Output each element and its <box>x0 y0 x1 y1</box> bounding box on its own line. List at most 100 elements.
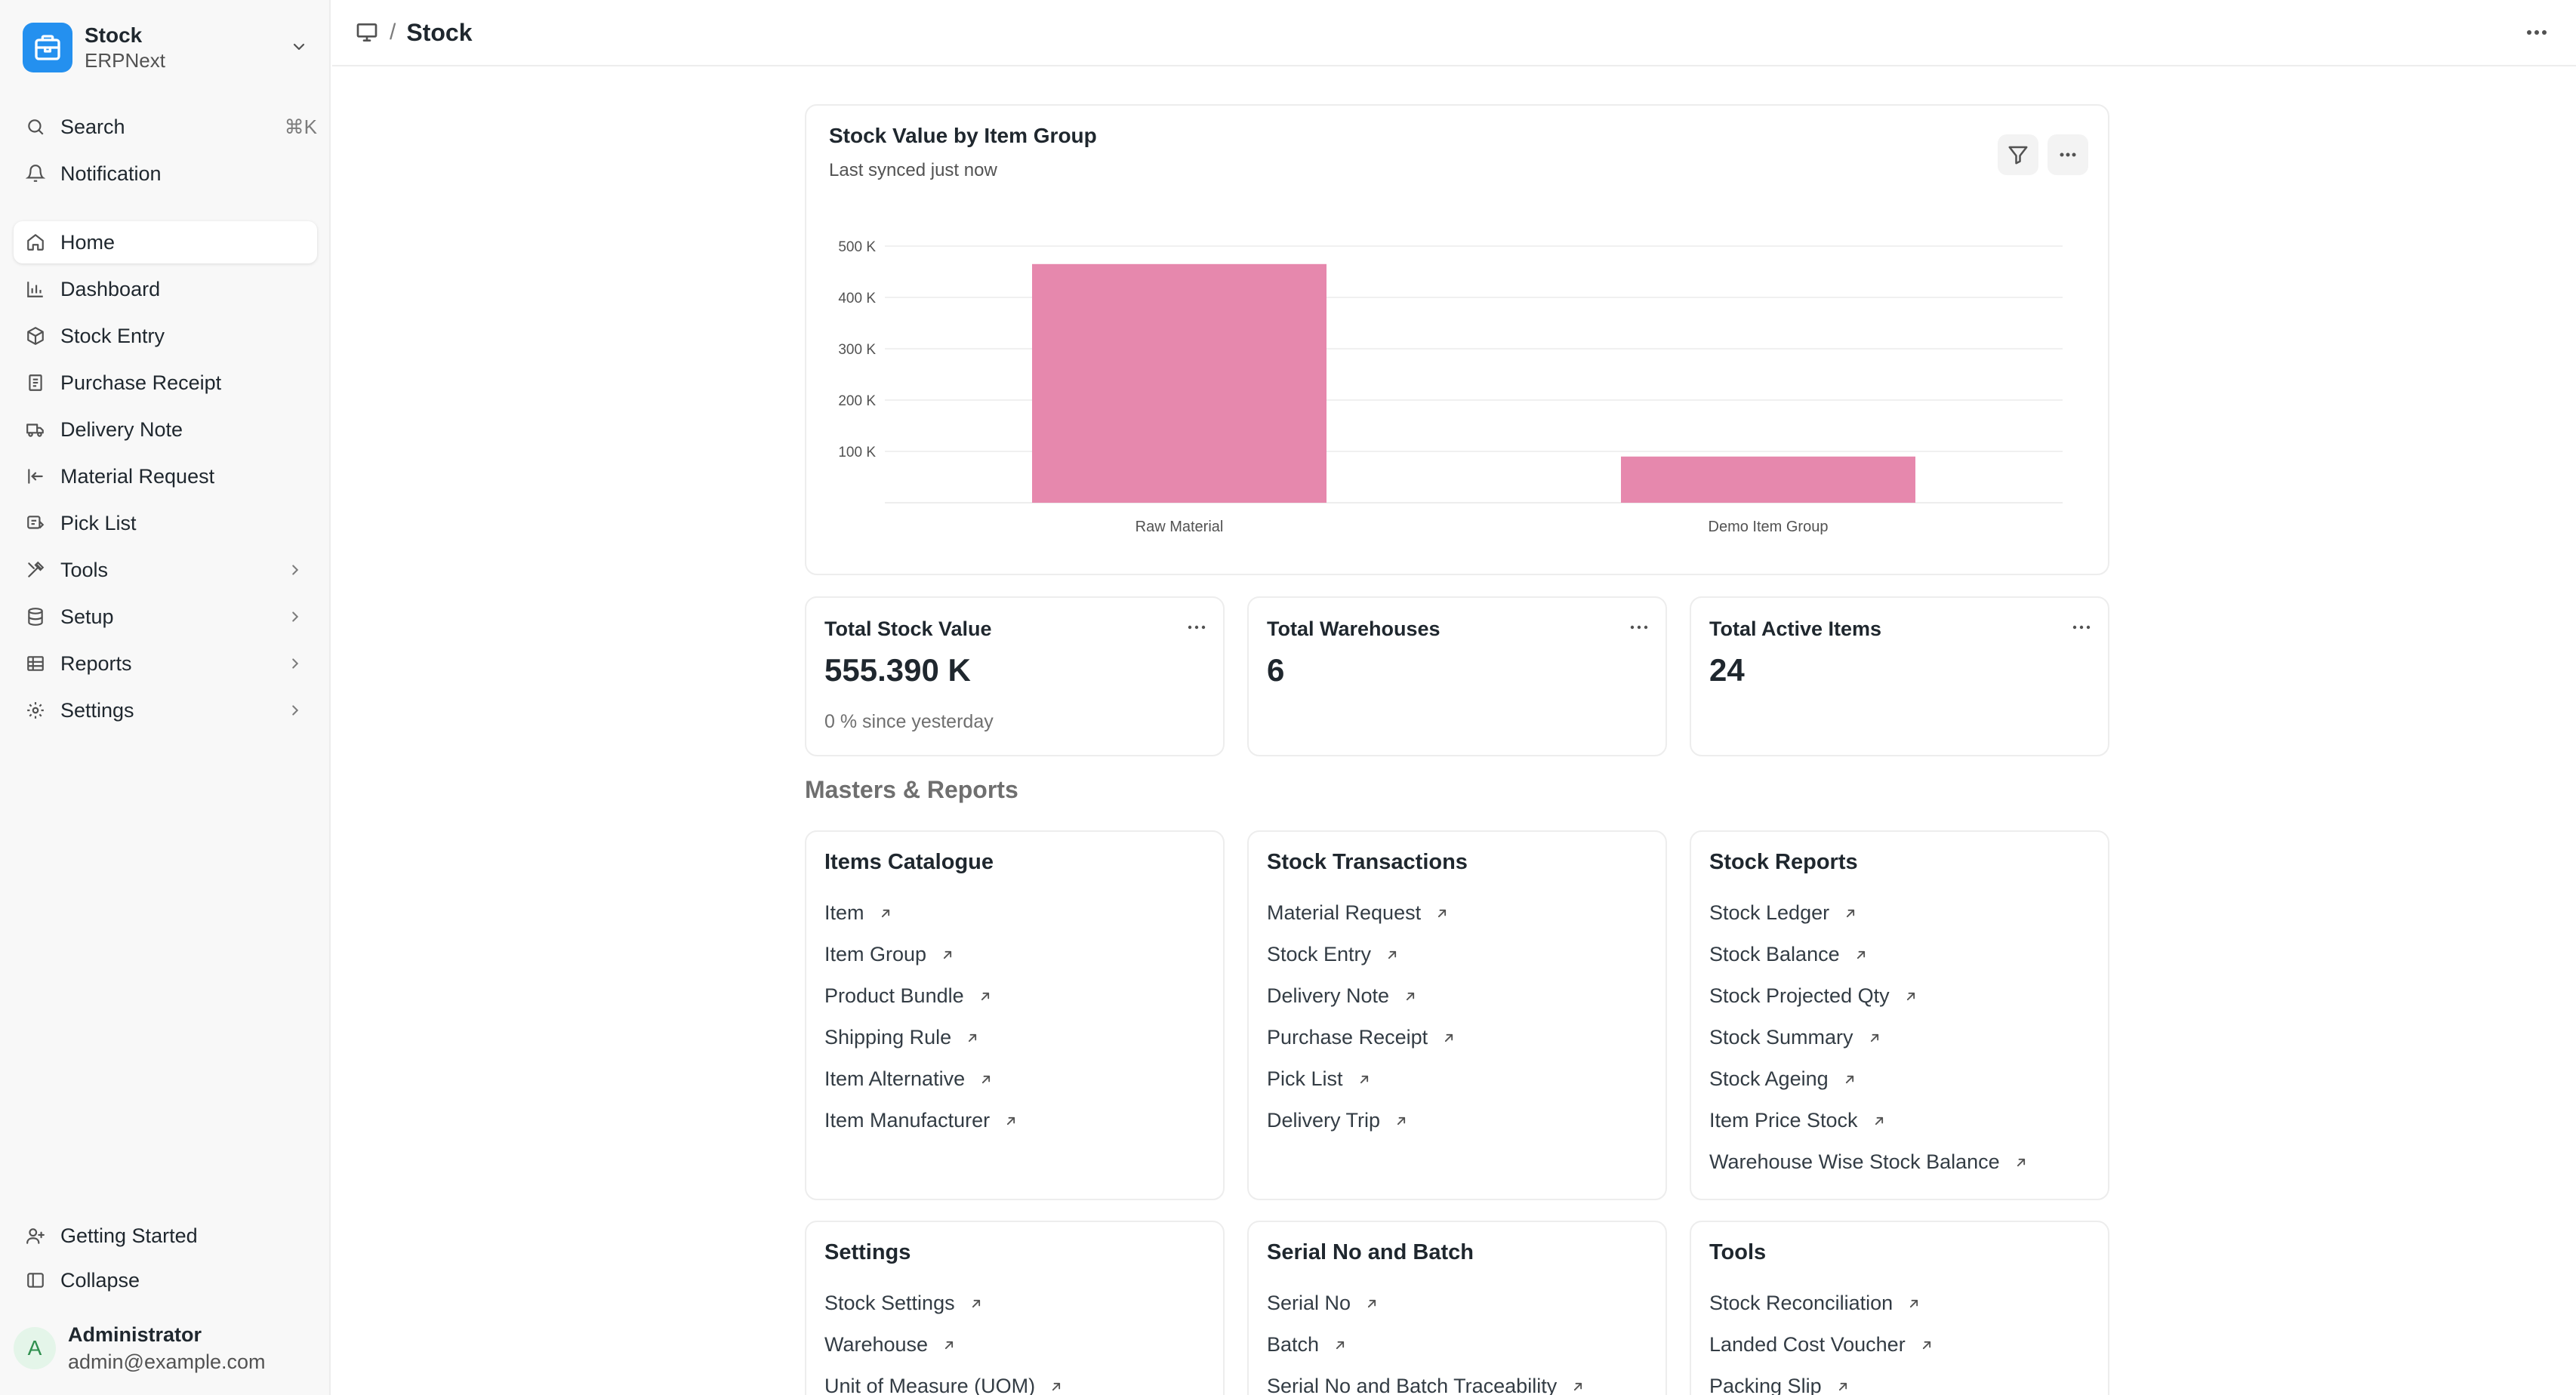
link-label: Item <box>824 901 864 924</box>
more-options-icon[interactable] <box>1629 624 1649 631</box>
link-label: Serial No <box>1267 1292 1351 1314</box>
link-item[interactable]: Item Price Stock <box>1709 1100 2029 1141</box>
sidebar-item-purchase-receipt[interactable]: Purchase Receipt <box>14 362 317 404</box>
link-item[interactable]: Batch <box>1267 1324 1585 1366</box>
arrow-up-right-icon <box>1438 909 1447 917</box>
link-item[interactable]: Stock Balance <box>1709 934 2029 975</box>
link-item[interactable]: Stock Summary <box>1709 1017 2029 1058</box>
chart-sync-status: Last synced just now <box>829 160 997 180</box>
arrow-up-right-icon <box>1847 909 1855 917</box>
link-item[interactable]: Item Manufacturer <box>824 1100 1018 1141</box>
link-item[interactable]: Shipping Rule <box>824 1017 1018 1058</box>
sidebar-item-label: Stock Entry <box>60 324 165 347</box>
y-tick-label: 200 K <box>838 393 876 409</box>
box-icon <box>24 325 47 347</box>
avatar: A <box>14 1327 56 1369</box>
sidebar-item-tools[interactable]: Tools <box>14 549 317 591</box>
link-item[interactable]: Stock Settings <box>824 1283 1064 1324</box>
link-item[interactable]: Pick List <box>1267 1058 1456 1100</box>
link-label: Packing Slip <box>1709 1375 1822 1395</box>
link-item[interactable]: Item <box>824 892 1018 934</box>
link-item[interactable]: Delivery Note <box>1267 975 1456 1017</box>
sidebar-item-delivery-note[interactable]: Delivery Note <box>14 408 317 451</box>
link-item[interactable]: Material Request <box>1267 892 1456 934</box>
search-label: Search <box>60 115 125 138</box>
link-item[interactable]: Purchase Receipt <box>1267 1017 1456 1058</box>
sidebar-item-settings[interactable]: Settings <box>14 689 317 731</box>
page-title[interactable]: Stock <box>406 18 473 46</box>
app-name: Stock <box>85 23 143 47</box>
link-item[interactable]: Delivery Trip <box>1267 1100 1456 1141</box>
link-item[interactable]: Unit of Measure (UOM) <box>824 1366 1064 1395</box>
link-item[interactable]: Serial No and Batch Traceability <box>1267 1366 1585 1395</box>
app-switcher[interactable]: Stock ERPNext <box>23 21 313 74</box>
link-card-title: Serial No and Batch <box>1267 1240 1474 1264</box>
link-list: Material Request Stock Entry Delivery Note… <box>1267 892 1456 1141</box>
bell-icon <box>24 162 47 185</box>
y-tick-label: 300 K <box>838 342 876 358</box>
sidebar-item-home[interactable]: Home <box>14 221 317 263</box>
link-item[interactable]: Item Group <box>824 934 1018 975</box>
collapse-label: Collapse <box>60 1268 140 1292</box>
arrow-up-right-icon <box>982 1075 991 1083</box>
link-card-title: Settings <box>824 1240 911 1264</box>
arrow-up-right-icon <box>1906 992 1915 1000</box>
collapse-button[interactable]: Collapse <box>14 1259 317 1301</box>
link-label: Item Alternative <box>824 1067 966 1090</box>
link-item[interactable]: Stock Reconciliation <box>1709 1283 1934 1324</box>
link-item[interactable]: Landed Cost Voucher <box>1709 1324 1934 1366</box>
link-label: Serial No and Batch Traceability <box>1267 1375 1558 1395</box>
link-item[interactable]: Serial No <box>1267 1283 1585 1324</box>
link-item[interactable]: Item Alternative <box>824 1058 1018 1100</box>
link-item[interactable]: Warehouse <box>824 1324 1064 1366</box>
more-options-icon[interactable] <box>2072 624 2091 631</box>
bar[interactable] <box>1032 263 1327 503</box>
arrow-left-bar-icon <box>24 465 47 488</box>
user-name: Administrator <box>68 1323 202 1346</box>
sidebar-item-reports[interactable]: Reports <box>14 642 317 685</box>
user-menu[interactable]: A Administrator admin@example.com <box>14 1318 266 1378</box>
link-label: Delivery Note <box>1267 984 1390 1007</box>
more-options-icon[interactable] <box>1187 624 1206 631</box>
link-card-stock-transactions: Stock Transactions Material Request Stock… <box>1247 830 1667 1200</box>
arrow-up-right-icon <box>1007 1116 1015 1125</box>
arrow-up-right-icon <box>981 992 989 1000</box>
sidebar-item-stock-entry[interactable]: Stock Entry <box>14 315 317 357</box>
more-options-icon[interactable] <box>2523 21 2550 44</box>
chevron-down-icon[interactable] <box>290 38 308 56</box>
sidebar-item-material-request[interactable]: Material Request <box>14 455 317 497</box>
link-item[interactable]: Product Bundle <box>824 975 1018 1017</box>
link-card-title: Stock Reports <box>1709 850 1858 874</box>
sidebar-item-pick-list[interactable]: Pick List <box>14 502 317 544</box>
link-item[interactable]: Packing Slip <box>1709 1366 1934 1395</box>
notification-button[interactable]: Notification <box>14 152 317 195</box>
link-item[interactable]: Stock Ageing <box>1709 1058 2029 1100</box>
getting-started-button[interactable]: Getting Started <box>14 1215 317 1257</box>
stat-value: 555.390 K <box>824 652 971 688</box>
desktop-icon[interactable] <box>355 20 379 45</box>
link-item[interactable]: Stock Projected Qty <box>1709 975 2029 1017</box>
chart-filter-button[interactable] <box>1998 134 2038 175</box>
link-list: Stock Settings Warehouse Unit of Measure (… <box>824 1283 1064 1395</box>
link-label: Purchase Receipt <box>1267 1026 1428 1049</box>
link-card-tools: Tools Stock Reconciliation Landed Cost Vo… <box>1690 1221 2109 1395</box>
y-tick-label: 500 K <box>838 239 876 255</box>
bar[interactable] <box>1621 456 1915 503</box>
link-item[interactable]: Stock Entry <box>1267 934 1456 975</box>
link-item[interactable]: Warehouse Wise Stock Balance <box>1709 1141 2029 1183</box>
bar-chart-icon <box>24 278 47 300</box>
link-item[interactable]: Stock Ledger <box>1709 892 2029 934</box>
arrow-up-right-icon <box>1922 1341 1930 1349</box>
arrow-up-right-icon <box>1845 1075 1853 1083</box>
link-card-stock-reports: Stock Reports Stock Ledger Stock Balance S… <box>1690 830 2109 1200</box>
search-button[interactable]: Search ⌘K <box>14 106 317 148</box>
sidebar-item-label: Setup <box>60 605 114 628</box>
stat-value: 6 <box>1267 652 1285 688</box>
sidebar-item-setup[interactable]: Setup <box>14 596 317 638</box>
x-category-label: Raw Material <box>1135 519 1224 535</box>
link-list: Item Item Group Product Bundle Shipping Rul… <box>824 892 1018 1141</box>
link-card-title: Stock Transactions <box>1267 850 1468 874</box>
sidebar-item-dashboard[interactable]: Dashboard <box>14 268 317 310</box>
arrow-up-right-icon <box>1406 992 1415 1000</box>
chart-options-button[interactable] <box>2048 134 2088 175</box>
